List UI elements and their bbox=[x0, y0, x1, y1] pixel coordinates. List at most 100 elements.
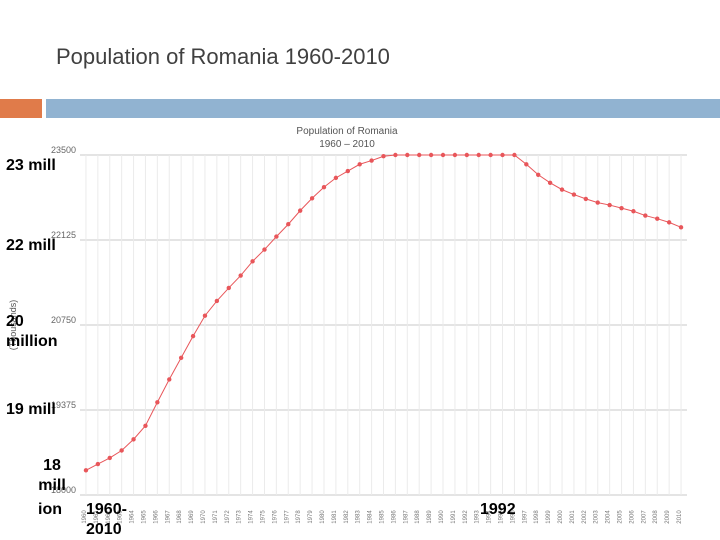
overlay-label-22-mill: 22 mill bbox=[6, 237, 56, 254]
data-point bbox=[286, 222, 291, 227]
data-point bbox=[250, 259, 255, 264]
data-point bbox=[440, 152, 446, 158]
x-tick-label: 1973 bbox=[237, 510, 243, 524]
x-tick-label: 1960 bbox=[82, 510, 88, 524]
data-point bbox=[571, 192, 577, 197]
data-point bbox=[452, 152, 458, 158]
x-tick-label: 1976 bbox=[272, 510, 278, 524]
overlay-label-23-mill: 23 mill bbox=[6, 157, 56, 174]
data-point bbox=[83, 468, 89, 473]
x-tick-label: 1998 bbox=[534, 510, 540, 524]
data-point bbox=[428, 152, 434, 158]
data-point bbox=[500, 152, 505, 158]
x-tick-label: 1995 bbox=[499, 510, 505, 524]
chart-title: Population of Romania bbox=[296, 126, 398, 137]
data-point bbox=[417, 152, 422, 158]
y-tick-label: 18000 bbox=[51, 485, 76, 495]
y-tick-label: 19375 bbox=[51, 400, 76, 410]
x-tick-label: 1975 bbox=[260, 510, 266, 524]
x-tick-label: 1996 bbox=[510, 510, 516, 524]
data-point bbox=[238, 273, 243, 278]
data-point bbox=[131, 437, 136, 442]
y-tick-label: 22125 bbox=[51, 230, 76, 240]
x-tick-label: 1983 bbox=[356, 510, 362, 524]
y-tick-label: 20750 bbox=[51, 315, 76, 325]
x-tick-label: 1979 bbox=[308, 510, 314, 524]
x-tick-label: 2009 bbox=[665, 510, 671, 524]
x-tick-label: 1994 bbox=[487, 510, 493, 524]
data-point bbox=[631, 209, 636, 214]
x-tick-label: 1986 bbox=[391, 510, 397, 524]
x-tick-label: 1980 bbox=[320, 510, 326, 524]
overlay-label-18-mill: 18 mill bbox=[38, 457, 66, 494]
x-tick-label: 2007 bbox=[641, 510, 647, 524]
data-point bbox=[274, 234, 279, 239]
data-point bbox=[678, 225, 684, 230]
x-tick-label: 1964 bbox=[130, 510, 136, 524]
data-point bbox=[107, 455, 112, 461]
data-point bbox=[595, 200, 600, 205]
data-point bbox=[583, 196, 589, 202]
data-point bbox=[155, 400, 160, 405]
accent-bar-blue bbox=[46, 99, 720, 118]
data-point bbox=[619, 205, 624, 211]
x-tick-label: 1991 bbox=[451, 510, 457, 524]
data-point bbox=[643, 213, 648, 218]
data-point bbox=[143, 423, 148, 428]
data-point bbox=[393, 152, 398, 158]
x-tick-label: 1988 bbox=[415, 510, 421, 524]
slide-title: Population of Romania 1960-2010 bbox=[56, 44, 390, 69]
data-point bbox=[333, 175, 339, 181]
x-tick-label: 1961 bbox=[94, 510, 100, 524]
data-point bbox=[357, 162, 362, 167]
data-point bbox=[476, 152, 481, 158]
x-tick-label: 1989 bbox=[427, 510, 433, 524]
data-point bbox=[547, 180, 553, 186]
data-point bbox=[655, 216, 660, 221]
data-point bbox=[488, 152, 493, 158]
overlay-label-1960-2010: 1960-2010 bbox=[86, 501, 127, 538]
data-point bbox=[321, 184, 327, 190]
x-tick-label: 1982 bbox=[344, 510, 350, 524]
x-tick-label: 1965 bbox=[141, 510, 147, 524]
x-tick-label: 1978 bbox=[296, 510, 302, 524]
data-point bbox=[226, 285, 231, 291]
data-point bbox=[262, 247, 267, 252]
data-point bbox=[309, 196, 315, 201]
overlay-label-1992: 1992 bbox=[480, 501, 516, 518]
x-tick-label: 1997 bbox=[522, 510, 528, 524]
x-tick-label: 2000 bbox=[558, 510, 564, 524]
data-point bbox=[559, 187, 565, 192]
x-tick-label: 2003 bbox=[594, 510, 600, 524]
x-tick-label: 2006 bbox=[629, 510, 635, 524]
data-point bbox=[202, 313, 208, 318]
x-tick-label: 2004 bbox=[606, 510, 612, 524]
x-tick-label: 1987 bbox=[403, 510, 409, 524]
data-point bbox=[167, 377, 172, 382]
x-tick-label: 1977 bbox=[284, 510, 290, 524]
data-point bbox=[405, 152, 410, 158]
data-point bbox=[190, 333, 196, 339]
data-point bbox=[512, 152, 517, 158]
x-tick-labels: 1960 1961 1962 1963 1964 1965 1966 1967 1968 1969… bbox=[82, 510, 683, 524]
data-point bbox=[381, 154, 386, 159]
x-tick-label: 1993 bbox=[475, 510, 481, 524]
x-tick-label: 1990 bbox=[439, 510, 445, 524]
x-tick-label: 1966 bbox=[153, 510, 159, 524]
x-tick-label: 1962 bbox=[106, 510, 112, 524]
x-tick-label: 1971 bbox=[213, 510, 219, 524]
x-tick-label: 1984 bbox=[368, 510, 374, 524]
chart-subtitle: 1960 – 2010 bbox=[319, 139, 375, 150]
x-tick-label: 1974 bbox=[249, 510, 255, 524]
data-point bbox=[214, 298, 220, 304]
y-tick-labels: 18000 19375 20750 22125 23500 bbox=[51, 145, 76, 495]
x-tick-label: 2005 bbox=[618, 510, 624, 524]
data-point bbox=[178, 355, 184, 360]
x-tick-label: 1999 bbox=[546, 510, 552, 524]
x-tick-label: 2008 bbox=[653, 510, 659, 524]
overlay-label-19-mill: 19 mill bbox=[6, 401, 56, 418]
data-point bbox=[369, 158, 374, 163]
data-point bbox=[666, 220, 672, 225]
x-tick-label: 2010 bbox=[677, 510, 683, 524]
x-tick-label: 2002 bbox=[582, 510, 588, 524]
